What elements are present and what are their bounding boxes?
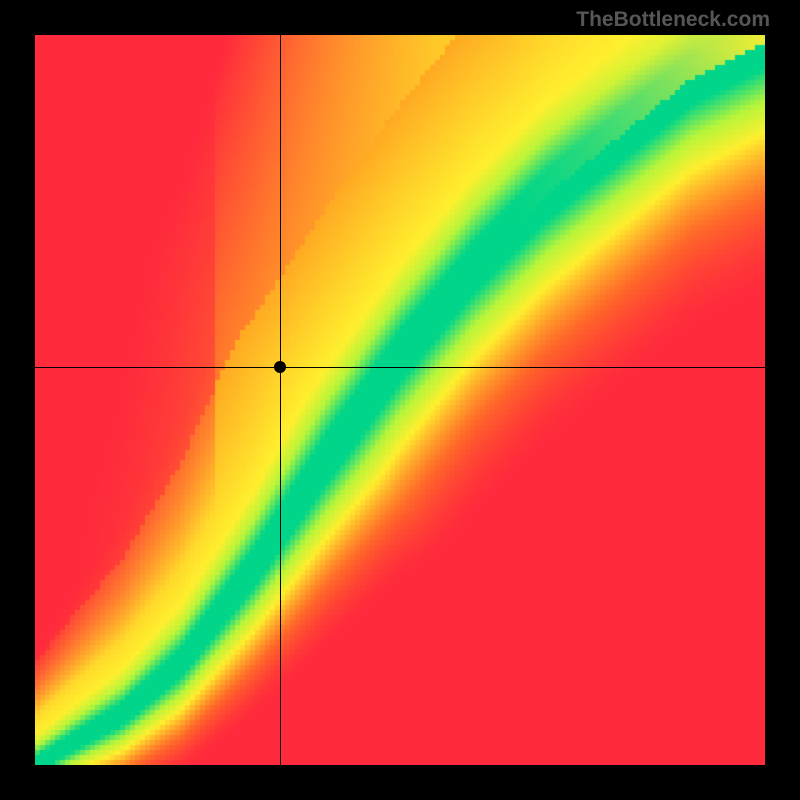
crosshair-horizontal bbox=[35, 367, 765, 368]
marker-point bbox=[274, 361, 286, 373]
heatmap-plot bbox=[35, 35, 765, 765]
watermark-label: TheBottleneck.com bbox=[576, 8, 770, 32]
heatmap-canvas bbox=[35, 35, 765, 765]
crosshair-vertical bbox=[280, 35, 281, 765]
